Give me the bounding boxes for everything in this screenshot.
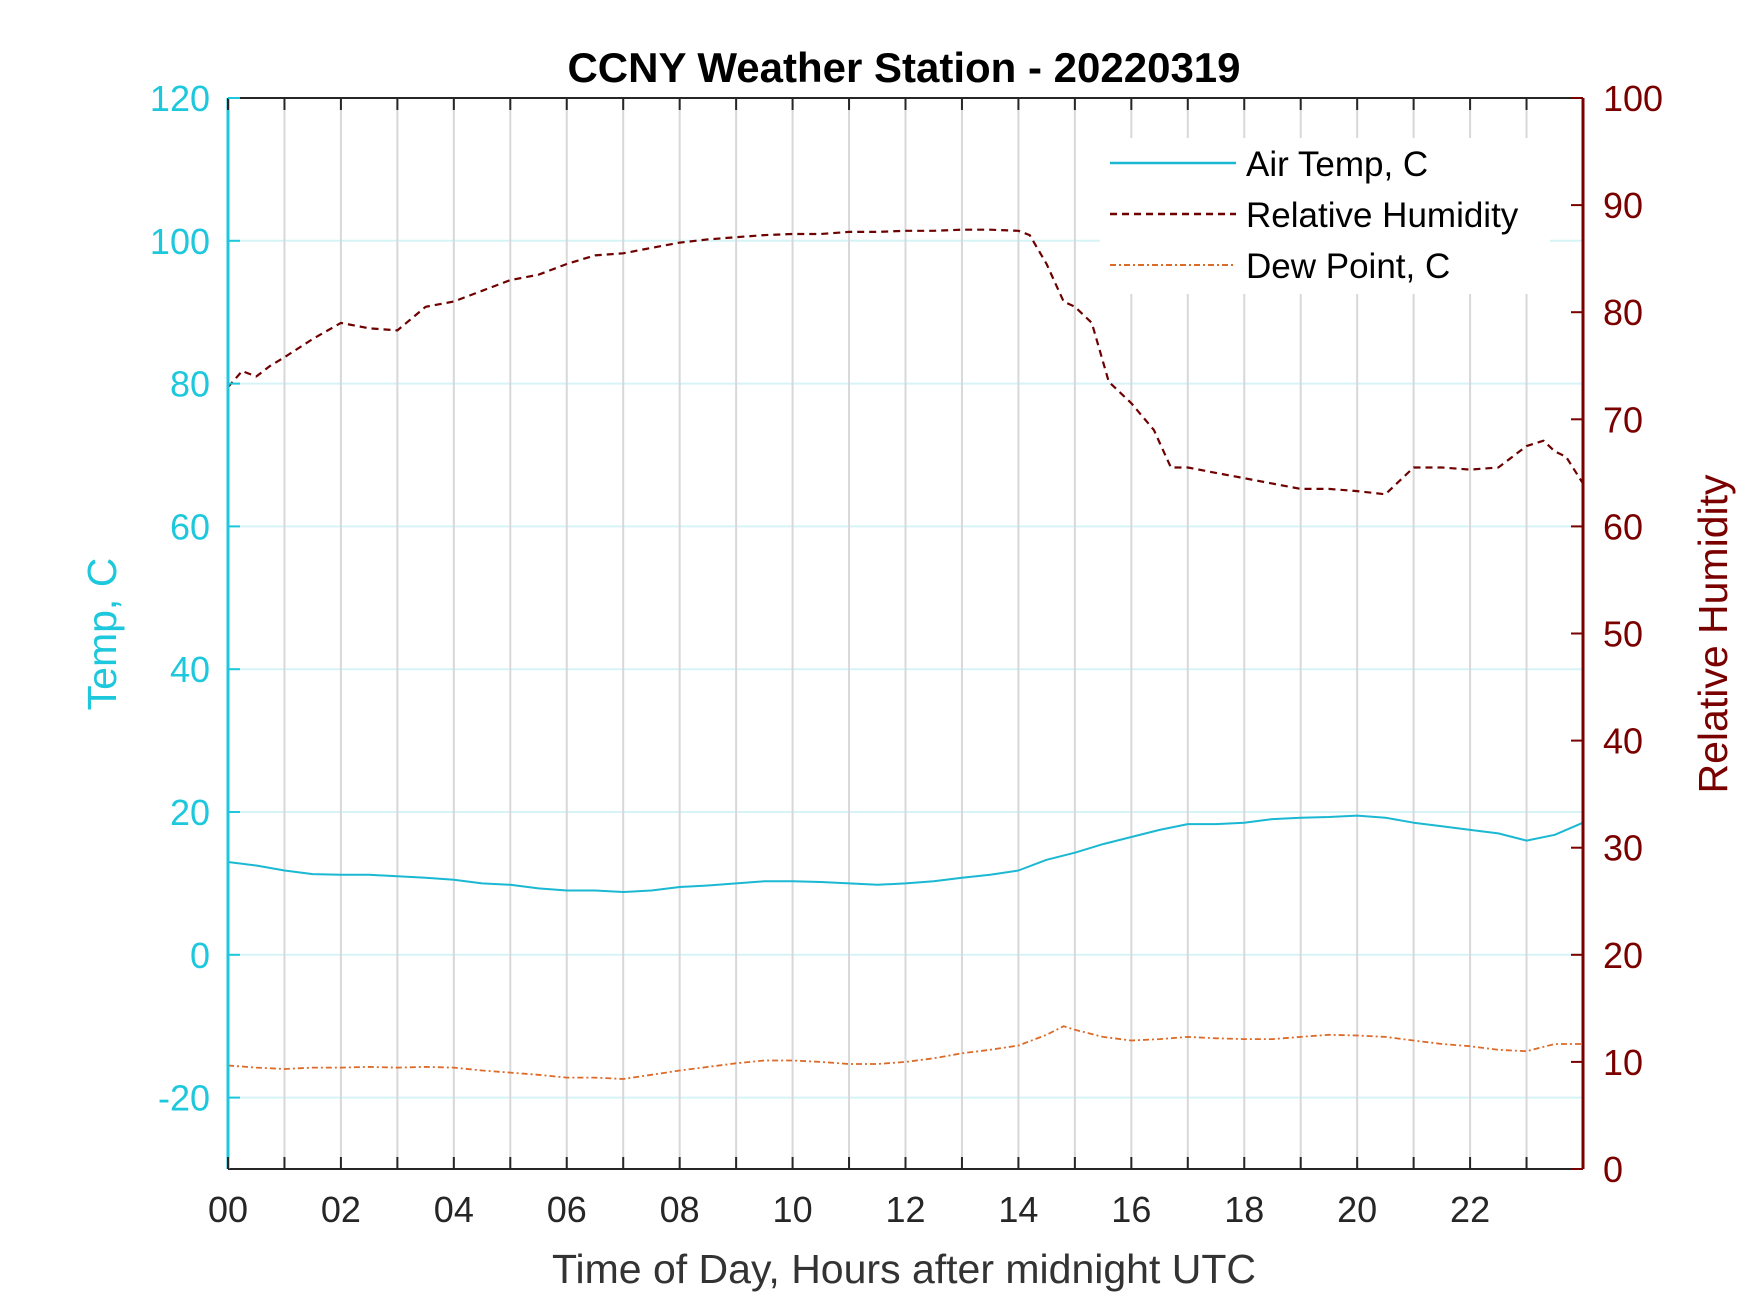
series-layer [227, 228, 1584, 1080]
x-axis-label: Time of Day, Hours after midnight UTC [552, 1246, 1256, 1292]
x-tick-label: 16 [1111, 1189, 1151, 1230]
y-right-tick-label: 80 [1603, 292, 1643, 333]
y-right-tick-label: 90 [1603, 185, 1643, 226]
grid-layer [228, 97, 1583, 1169]
y-right-tick-label: 60 [1603, 506, 1643, 547]
y-axis-left-label: Temp, C [79, 558, 125, 711]
x-tick-label: 14 [998, 1189, 1038, 1230]
legend-label-relative-humidity: Relative Humidity [1246, 196, 1519, 235]
y-right-tick-label: 20 [1603, 935, 1643, 976]
y-right-tick-label: 50 [1603, 614, 1643, 655]
y-right-tick-label: 10 [1603, 1042, 1643, 1083]
x-tick-label: 06 [547, 1189, 587, 1230]
y-left-tick-label: 100 [150, 221, 210, 262]
y-left-tick-label: 20 [170, 792, 210, 833]
legend-label-dew-point: Dew Point, C [1246, 247, 1450, 286]
x-tick-label: 20 [1337, 1189, 1377, 1230]
x-tick-label: 22 [1450, 1189, 1490, 1230]
x-tick-label: 02 [321, 1189, 361, 1230]
y-right-tick-label: 40 [1603, 721, 1643, 762]
y-right-tick-label: 70 [1603, 399, 1643, 440]
y-left-tick-label: 120 [150, 78, 210, 119]
y-left-tick-label: 0 [190, 935, 210, 976]
ticks-layer: 00 02 04 06 08 10 12 14 16 18 20 22-200204060801001… [150, 78, 1663, 1230]
x-tick-label: 04 [434, 1189, 474, 1230]
x-tick-label: 12 [885, 1189, 925, 1230]
y-axis-right-label: Relative Humidity [1690, 474, 1736, 793]
y-left-tick-label: 80 [170, 364, 210, 405]
y-left-tick-label: 60 [170, 506, 210, 547]
y-left-tick-label: -20 [158, 1078, 210, 1119]
x-tick-label: 08 [660, 1189, 700, 1230]
series-line-air-temp-c [227, 814, 1584, 893]
series-line-relative-humidity [227, 228, 1584, 496]
y-left-tick-label: 40 [170, 649, 210, 690]
y-right-tick-label: 30 [1603, 828, 1643, 869]
legend-label-air-temp: Air Temp, C [1246, 145, 1428, 184]
y-right-tick-label: 0 [1603, 1149, 1623, 1190]
y-right-tick-label: 100 [1603, 78, 1663, 119]
x-tick-label: 10 [773, 1189, 813, 1230]
x-tick-label: 18 [1224, 1189, 1264, 1230]
chart-title: CCNY Weather Station - 20220319 [567, 44, 1240, 91]
legend: Air Temp, C Relative Humidity Dew Point,… [1100, 138, 1550, 294]
x-tick-label: 00 [208, 1189, 248, 1230]
